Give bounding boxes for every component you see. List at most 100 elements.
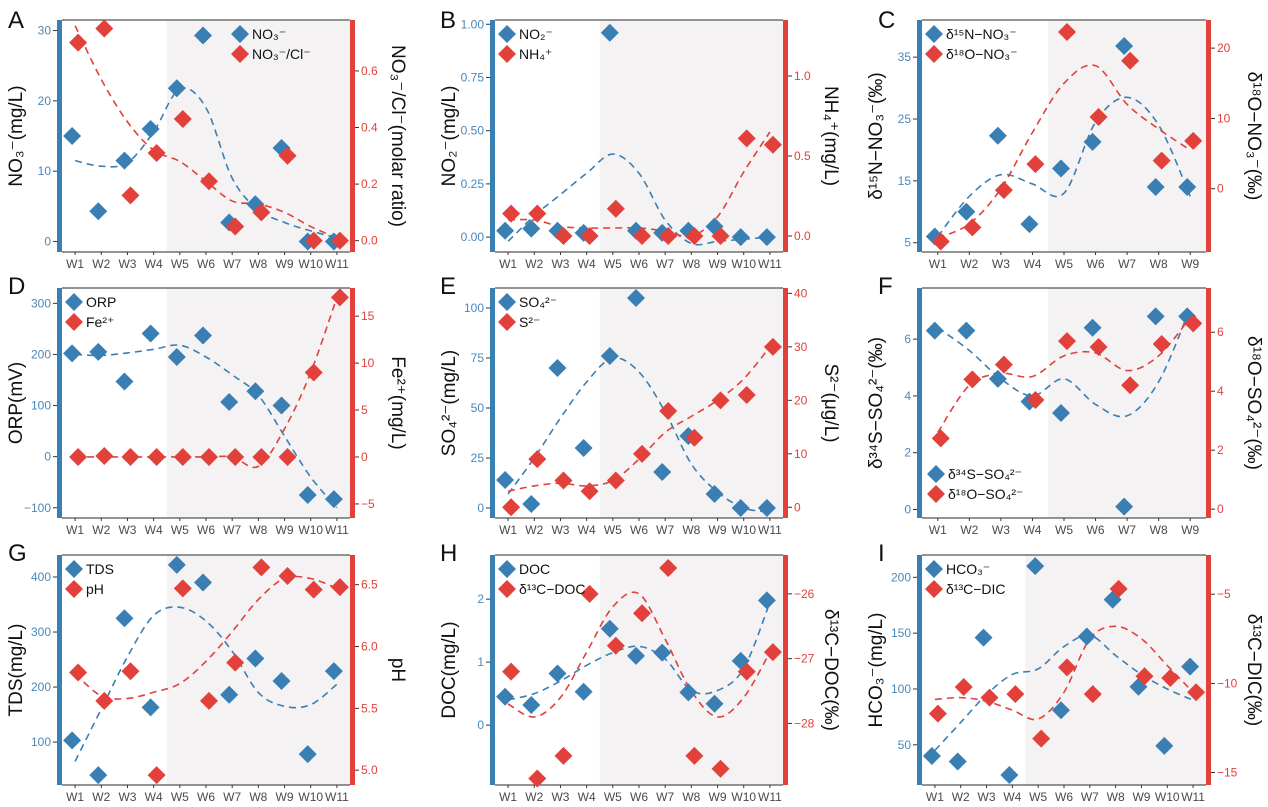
left-tick-label: 1 (477, 655, 484, 669)
data-point-blue (1181, 657, 1200, 676)
data-point-red (226, 217, 245, 236)
data-point-blue (167, 555, 186, 574)
data-point-red (1026, 391, 1045, 410)
data-point-blue (272, 396, 291, 415)
data-point-blue (496, 471, 515, 489)
x-tick-label: W11 (325, 790, 349, 804)
x-tick-label: W7 (656, 790, 674, 804)
data-point-blue (89, 342, 108, 361)
panel-C: 5 15 25 35 0 10 20 W1 W2 W3 W4 W5 W6 W7 W8 W9 δ¹⁵N−NO₃⁻(… (866, 7, 1264, 271)
x-tick-label: W8 (249, 790, 267, 804)
x-tick-label: W2 (92, 523, 110, 537)
x-tick-label: W8 (1107, 790, 1125, 804)
data-point-red (1058, 658, 1076, 677)
right-tick-label: 1.0 (794, 69, 811, 83)
data-point-red (763, 337, 782, 356)
legend: HCO₃⁻ δ¹³C−DIC (925, 560, 1006, 598)
legend-marker (927, 465, 945, 483)
x-tick-label: W9 (709, 523, 727, 537)
data-point-blue (324, 490, 343, 509)
x-tick-label: W8 (249, 523, 267, 537)
data-point-blue (89, 202, 108, 221)
data-point-blue (141, 324, 160, 343)
panel-E: 0 25 50 75 100 0 10 20 30 40 W1 W2 W3 W4 W5 W6 W7 W8 W9 W10… (439, 273, 841, 537)
x-tick-label: W2 (960, 523, 978, 537)
left-axis-title: ORP(mV) (6, 362, 27, 444)
data-point-red (121, 447, 140, 466)
left-tick-label: 100 (31, 399, 51, 413)
right-axis-bar (350, 20, 355, 252)
data-point-red (1089, 337, 1108, 356)
x-tick-label: W4 (578, 257, 596, 271)
right-axis-bar (783, 288, 788, 518)
legend-label: pH (86, 581, 104, 597)
data-point-red (633, 604, 651, 623)
x-tick-label: W10 (298, 523, 323, 537)
data-point-red (994, 181, 1013, 200)
x-tick-label: W5 (1055, 523, 1073, 537)
right-tick-label: 0.2 (361, 177, 378, 191)
data-point-blue (1077, 627, 1096, 646)
data-point-blue (957, 202, 976, 221)
left-tick-label: −100 (24, 501, 51, 515)
x-tick-label: W9 (276, 790, 294, 804)
left-tick-label: 50 (471, 401, 485, 415)
right-tick-label: 4 (1217, 384, 1224, 398)
data-point-blue (600, 23, 619, 42)
right-axis-title: S²⁻(μg/L) (820, 363, 841, 442)
trend-line-blue (937, 307, 1191, 418)
right-tick-label: 5.5 (361, 701, 378, 715)
x-tick-label: W3 (992, 523, 1010, 537)
data-point-red (502, 662, 521, 681)
left-tick-label: 6 (904, 332, 911, 346)
x-tick-label: W5 (604, 523, 622, 537)
left-tick-label: 0 (477, 501, 484, 515)
right-axis-bar (350, 288, 355, 518)
x-tick-label: W7 (656, 257, 674, 271)
left-tick-label: 4 (904, 389, 911, 403)
right-tick-label: 0 (1217, 502, 1224, 516)
data-point-red (502, 204, 521, 223)
panel-I: 50 100 150 200 −15 −10 −5 W1 W2 W3 W4 W5 W6 W7 W8 W9 W10… (866, 540, 1264, 804)
x-tick-label: W3 (551, 790, 569, 804)
data-point-blue (167, 79, 186, 98)
x-tick-label: W7 (1081, 790, 1099, 804)
right-tick-label: 0 (794, 500, 801, 514)
left-tick-label: 35 (898, 50, 912, 64)
data-point-red (1135, 667, 1154, 686)
right-tick-label: −5 (1217, 587, 1231, 601)
data-point-blue (574, 439, 593, 457)
data-point-red (330, 578, 349, 597)
data-point-red (200, 172, 218, 191)
data-point-red (528, 450, 547, 469)
data-point-blue (574, 682, 593, 701)
trend-line-red (75, 297, 338, 469)
left-tick-label: 0.25 (461, 177, 485, 191)
left-axis-title: NO₂⁻(mg/L) (439, 86, 460, 187)
data-point-blue (141, 119, 160, 138)
right-axis-bar (1206, 555, 1211, 785)
right-axis-title: Fe²⁺(mg/L) (387, 356, 408, 449)
legend-label: TDS (86, 561, 114, 577)
data-point-red (737, 385, 756, 404)
panel-D: −100 0 100 200 300 −5 0 5 10 15 W1 W2 W3 W4 W5 W6 W7 W8 W9… (6, 273, 408, 537)
left-axis-title: TDS(mg/L) (6, 624, 27, 717)
data-point-red (252, 447, 271, 466)
data-point-blue (1020, 215, 1039, 234)
data-point-red (606, 199, 625, 218)
right-tick-label: 10 (1217, 111, 1231, 125)
legend-marker (925, 580, 943, 598)
data-point-red (95, 691, 114, 710)
x-tick-label: W7 (223, 790, 241, 804)
data-point-red (226, 447, 245, 466)
data-point-red (931, 429, 950, 448)
right-tick-label: 30 (794, 340, 808, 354)
data-point-blue (548, 359, 567, 377)
panel-label: F (878, 273, 893, 300)
data-point-blue (522, 695, 541, 714)
right-tick-label: −28 (794, 716, 815, 730)
data-point-blue (63, 127, 82, 145)
data-point-red (1058, 332, 1076, 351)
x-tick-label: W9 (276, 523, 294, 537)
right-tick-label: −26 (794, 587, 815, 601)
